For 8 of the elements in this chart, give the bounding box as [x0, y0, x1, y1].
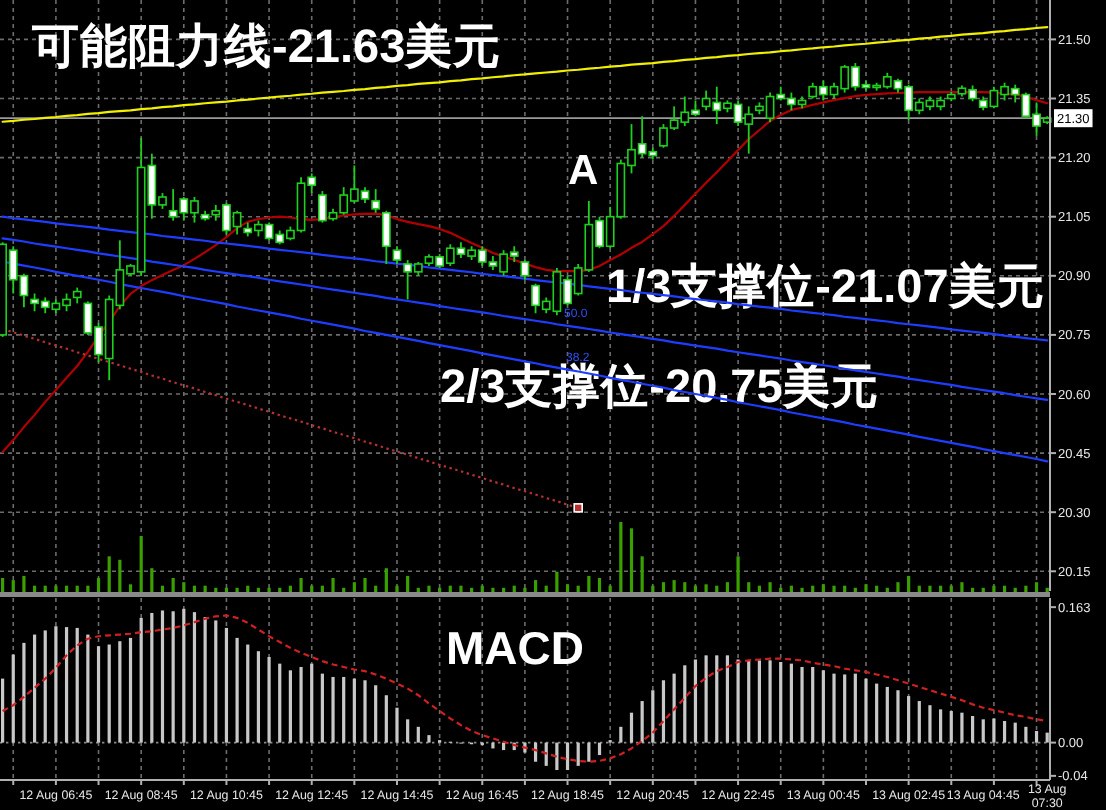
text: MACD [446, 622, 584, 674]
line-series [1, 614, 1049, 763]
candlestick [371, 188, 381, 214]
annotation: A [568, 148, 599, 194]
candlestick [520, 259, 530, 281]
candlestick [381, 209, 391, 265]
chart-title: 可能阻力线-21.63美元 [30, 18, 502, 72]
line-series [1, 215, 1049, 342]
